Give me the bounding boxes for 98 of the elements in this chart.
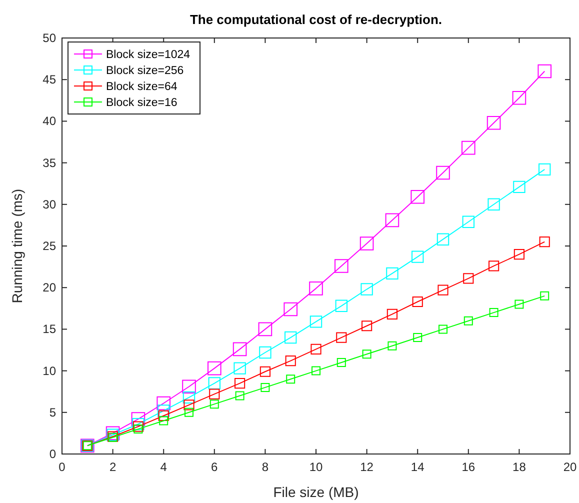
point [210,400,219,409]
y-tick-label: 35 [42,156,56,170]
y-tick-label: 25 [42,239,56,253]
point [336,332,347,343]
y-tick-label: 40 [42,114,56,128]
point [362,350,372,359]
point [512,91,526,105]
point [184,400,194,410]
point [235,391,244,400]
chart-title: The computational cost of re-decryption. [190,12,442,27]
x-tick-label: 18 [512,460,526,474]
point [260,366,270,377]
point [158,410,169,422]
point [234,378,246,389]
point [488,198,500,210]
point [360,236,374,250]
point [488,260,500,272]
x-tick-label: 16 [462,460,476,474]
legend-label: Block size=16 [106,97,178,109]
point [336,358,346,367]
x-tick-label: 14 [410,460,425,474]
y-tick-label: 5 [49,405,56,420]
point [463,273,474,284]
point [462,140,476,155]
point [208,377,220,390]
point [106,426,120,440]
point [182,380,196,394]
point [335,300,348,312]
x-tick-label: 4 [160,460,168,474]
legend-label: Block size=256 [106,65,184,77]
point [540,291,550,300]
legend-label: Block size=64 [106,81,178,93]
point [106,428,119,441]
point [285,356,296,366]
point [284,331,297,344]
y-tick-label: 30 [42,197,56,212]
point [386,308,398,320]
x-tick-label: 8 [262,460,269,474]
point [184,408,194,417]
point [539,236,550,248]
x-tick-label: 0 [58,460,66,474]
point [436,233,450,246]
point [360,283,373,296]
legend-label: Block size=1024 [106,49,191,61]
point [310,316,322,328]
point [258,322,272,336]
point [156,396,170,410]
point [312,366,320,376]
y-tick-label: 45 [42,72,56,87]
point [259,346,272,359]
point [513,180,526,194]
point [134,424,143,434]
point [413,333,422,342]
point [464,316,473,326]
y-tick-label: 0 [49,447,56,461]
point [286,374,296,384]
x-axis-title: File size (MB) [273,484,359,500]
x-tick-label: 2 [109,460,116,474]
point [209,388,220,400]
x-tick-label: 10 [309,460,323,474]
point [334,259,348,273]
point [159,416,168,426]
y-tick-label: 15 [42,322,56,336]
point [232,342,247,356]
point [182,391,196,404]
y-tick-label: 10 [42,364,56,378]
point [309,282,323,296]
point [284,302,298,316]
point [234,362,246,374]
point [208,361,222,376]
point [362,320,372,332]
point [132,418,144,430]
point [131,412,146,426]
point [436,166,450,180]
y-tick-label: 50 [42,31,56,45]
point [538,64,552,78]
point [514,249,524,260]
point [132,421,144,432]
y-tick-label: 20 [42,280,56,295]
point [260,382,270,392]
point [438,324,448,334]
point [310,344,322,354]
point [410,190,424,204]
x-tick-label: 12 [360,460,374,474]
point [385,213,400,228]
y-axis-title: Running time (ms) [9,188,25,304]
point [486,116,501,130]
x-tick-label: 20 [563,460,577,474]
point [462,216,474,228]
point [514,300,524,309]
point [489,308,498,318]
point [388,341,397,350]
point [412,296,423,308]
point [538,163,551,176]
point [386,267,398,280]
x-tick-label: 6 [211,460,218,474]
point [412,250,424,263]
point [438,284,448,296]
